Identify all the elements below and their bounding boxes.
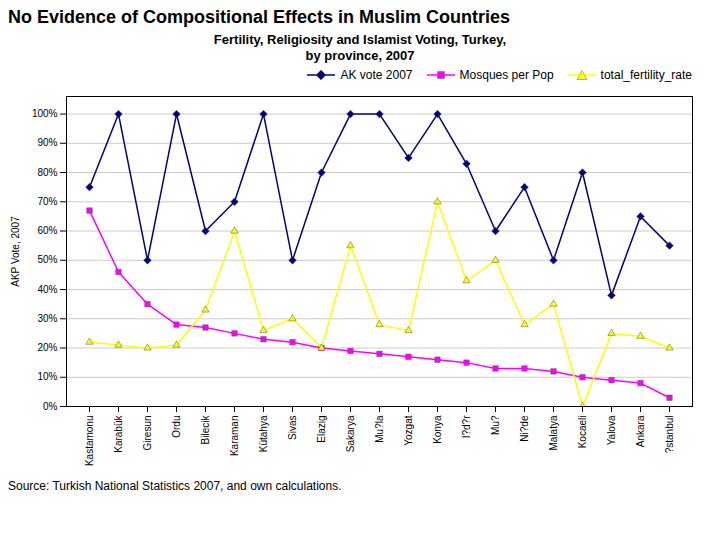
svg-text:?stanbul: ?stanbul	[664, 416, 675, 454]
html-text:Fertility, Religiosity and Isl: Fertility, Religiosity and Islamist Voti…	[213, 32, 507, 63]
svg-text:20%: 20%	[37, 342, 57, 353]
svg-text:Sakarya: Sakarya	[345, 415, 356, 452]
html-text:AK vote 2007: AK vote 2007	[340, 68, 413, 82]
svg-text:Ordu: Ordu	[171, 416, 182, 438]
svg-text:Mu?la: Mu?la	[374, 415, 385, 443]
svg-text:Yozgat: Yozgat	[403, 415, 414, 445]
html-text:total_fertility_rate: total_fertility_rate	[600, 68, 692, 82]
svg-text:Elazig: Elazig	[316, 416, 327, 443]
svg-text:100%: 100%	[32, 108, 58, 119]
svg-text:Karaman: Karaman	[229, 416, 240, 457]
svg-text:30%: 30%	[37, 313, 57, 324]
svg-text:Sivas: Sivas	[287, 416, 298, 440]
svg-text:10%: 10%	[37, 371, 57, 382]
svg-text:Mu?: Mu?	[490, 415, 501, 435]
svg-text:Ni?de: Ni?de	[519, 415, 530, 442]
svg-text:Kütahya: Kütahya	[258, 415, 269, 452]
html-text:No Evidence of Compositional E: No Evidence of Compositional Effects in …	[8, 7, 511, 27]
svg-text:Karabük: Karabük	[113, 415, 124, 453]
svg-text:I?d?r: I?d?r	[461, 415, 472, 438]
svg-text:0%: 0%	[43, 401, 58, 412]
svg-text:Kocaeli: Kocaeli	[577, 416, 588, 449]
svg-text:70%: 70%	[37, 196, 57, 207]
svg-text:50%: 50%	[37, 254, 57, 265]
svg-text:AKP Vote, 2007: AKP Vote, 2007	[10, 216, 21, 287]
html-text:Source: Turkish National Stati: Source: Turkish National Statistics 2007…	[8, 479, 342, 493]
svg-text:Malatya: Malatya	[548, 415, 559, 450]
svg-text:Bilecik: Bilecik	[200, 415, 211, 445]
svg-text:40%: 40%	[37, 284, 57, 295]
html-text:Mosques per Pop: Mosques per Pop	[459, 68, 554, 82]
svg-text:Giresun: Giresun	[142, 416, 153, 451]
svg-text:80%: 80%	[37, 167, 57, 178]
svg-text:Kastamonu: Kastamonu	[84, 416, 95, 467]
svg-text:Yalova: Yalova	[606, 415, 617, 445]
svg-text:60%: 60%	[37, 225, 57, 236]
svg-text:Konya: Konya	[432, 415, 443, 444]
svg-text:90%: 90%	[37, 137, 57, 148]
svg-text:Ankara: Ankara	[635, 415, 646, 447]
